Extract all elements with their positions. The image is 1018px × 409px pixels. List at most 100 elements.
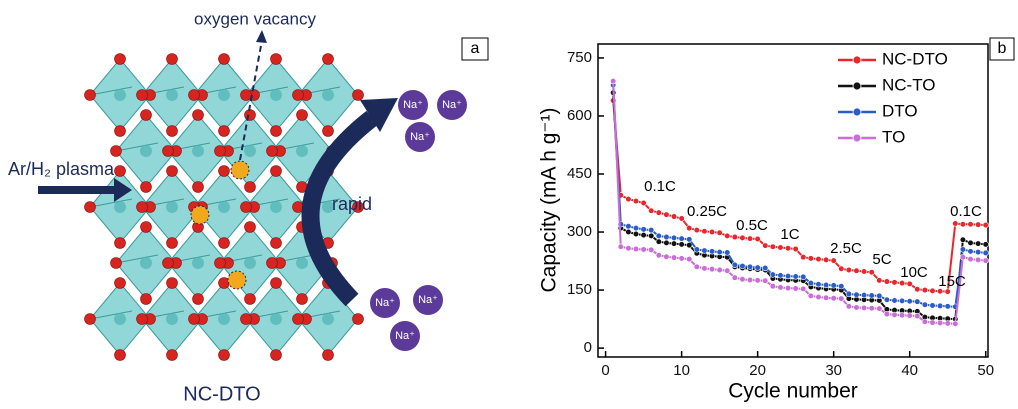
- oxygen-atom: [114, 165, 126, 177]
- data-point: [716, 229, 723, 236]
- data-point: [769, 243, 776, 250]
- data-point: [959, 221, 967, 228]
- sodium-label: Na⁺: [395, 330, 415, 342]
- cation: [218, 313, 230, 325]
- cation: [244, 145, 256, 157]
- legend-marker: [852, 81, 862, 91]
- data-point: [906, 298, 913, 305]
- x-tick-label: 0: [601, 362, 609, 379]
- legend-marker: [852, 133, 862, 143]
- oxygen-atom: [292, 313, 304, 325]
- data-point: [944, 320, 951, 327]
- data-point: [701, 247, 708, 254]
- oxygen-atom: [140, 221, 152, 233]
- data-point: [967, 221, 974, 228]
- data-point: [967, 256, 974, 263]
- data-point: [914, 298, 921, 305]
- data-point: [838, 283, 845, 290]
- data-point: [746, 235, 754, 242]
- data-point: [860, 268, 868, 275]
- oxygen-atom: [244, 293, 256, 305]
- data-point: [830, 257, 837, 264]
- sodium-label: Na⁺: [418, 294, 438, 306]
- data-point: [845, 290, 852, 298]
- data-point: [632, 230, 640, 238]
- data-point: [784, 273, 792, 280]
- oxygen-atom: [352, 89, 364, 101]
- data-point: [746, 276, 754, 284]
- oxygen-atom: [214, 257, 226, 269]
- y-tick-label: 750: [567, 49, 592, 66]
- cation: [166, 313, 178, 325]
- data-point: [982, 221, 989, 229]
- cation: [218, 201, 230, 213]
- data-point: [754, 277, 761, 284]
- cation: [322, 89, 334, 101]
- oxygen-atom: [322, 125, 334, 137]
- data-point: [975, 256, 982, 263]
- data-point: [921, 286, 929, 294]
- oxygen-vacancy: [230, 160, 250, 180]
- data-point: [792, 273, 799, 280]
- data-point: [937, 288, 944, 295]
- oxygen-atom: [166, 53, 178, 65]
- oxygen-atom: [296, 109, 308, 121]
- data-point: [959, 246, 967, 253]
- data-point: [701, 265, 708, 272]
- y-tick-label: 600: [567, 107, 592, 124]
- data-point: [640, 246, 647, 253]
- cation: [270, 201, 282, 213]
- data-point: [746, 263, 754, 270]
- oxygen-atom: [322, 53, 334, 65]
- data-point: [731, 274, 738, 281]
- plasma-arrow: [38, 186, 116, 194]
- oxygen-atom: [352, 201, 364, 213]
- oxygen-atom: [218, 125, 230, 137]
- data-point: [876, 277, 883, 284]
- oxygen-atom: [244, 109, 256, 121]
- data-point: [860, 291, 868, 299]
- legend-label: NC-DTO: [882, 49, 948, 68]
- data-point: [975, 240, 982, 247]
- x-tick-label: 50: [977, 362, 994, 379]
- cation: [166, 89, 178, 101]
- oxygen-atom: [192, 181, 204, 193]
- rate-annotation: 0.1C: [644, 178, 676, 195]
- cation: [270, 89, 282, 101]
- data-point: [762, 242, 769, 249]
- data-point: [739, 234, 746, 241]
- data-point: [708, 248, 716, 255]
- data-point: [883, 278, 890, 285]
- x-tick-label: 30: [825, 362, 842, 379]
- cation: [166, 201, 178, 213]
- oxygen-vacancy: [227, 270, 247, 290]
- series-line: [612, 100, 986, 293]
- oxygen-atom: [110, 145, 122, 157]
- data-point: [807, 292, 814, 299]
- data-point: [708, 228, 716, 236]
- data-point: [784, 285, 792, 292]
- data-point: [678, 241, 685, 248]
- y-tick-label: 450: [567, 165, 592, 182]
- sodium-ion: [390, 321, 420, 351]
- plot-frame: [597, 43, 989, 358]
- oxygen-atom: [270, 125, 282, 137]
- cation: [270, 313, 282, 325]
- data-point: [678, 235, 685, 242]
- y-tick-label: 0: [584, 339, 592, 356]
- data-point: [975, 221, 982, 228]
- oxygen-atom: [114, 277, 126, 289]
- data-point: [845, 303, 852, 310]
- panel-label-box: [989, 37, 1015, 61]
- sodium-ion: [413, 285, 443, 315]
- y-tick-label: 300: [567, 223, 592, 240]
- cation: [296, 257, 308, 269]
- rapid-arrow-head: [360, 98, 398, 132]
- oxygen-atom: [192, 293, 204, 305]
- x-tick-label: 40: [901, 362, 918, 379]
- oxygen-atom: [266, 145, 278, 157]
- data-point: [693, 246, 700, 253]
- data-point: [670, 240, 678, 247]
- data-point: [937, 302, 944, 310]
- data-point: [959, 236, 967, 243]
